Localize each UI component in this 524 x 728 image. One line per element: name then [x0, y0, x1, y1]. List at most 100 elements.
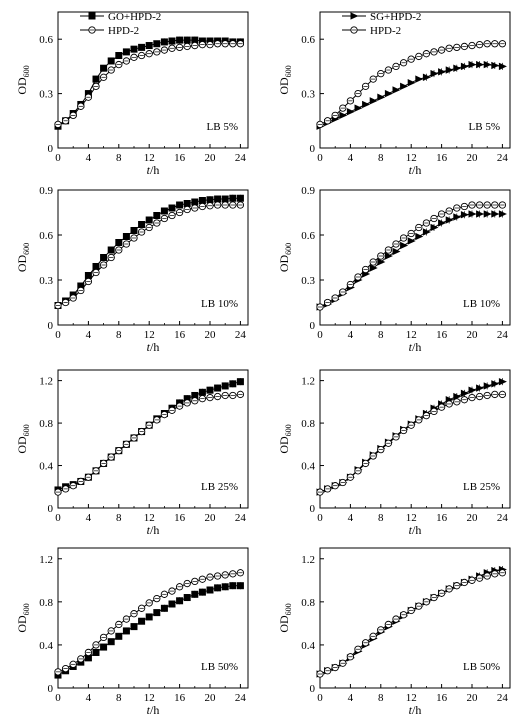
data-point: [498, 378, 507, 386]
legend-label: GO+HPD-2: [108, 11, 161, 23]
data-point: [407, 237, 416, 245]
x-tick-label: 0: [317, 512, 323, 524]
data-point: [198, 388, 206, 396]
x-tick-label: 8: [378, 329, 384, 341]
data-point: [191, 198, 199, 206]
series-sg-hpd-2: [316, 60, 507, 130]
data-point: [168, 37, 176, 45]
data-point: [107, 638, 115, 646]
plot-frame: [319, 11, 511, 149]
data-point: [483, 210, 492, 218]
data-point: [160, 207, 168, 215]
x-tick-label: 20: [205, 152, 217, 164]
series-hpd-2: [54, 40, 245, 129]
data-point: [168, 204, 176, 212]
plot-frame: [57, 11, 249, 149]
x-tick-label: 20: [467, 512, 479, 524]
x-tick-label: 8: [116, 512, 122, 524]
series-line: [319, 572, 503, 675]
series-line: [57, 197, 241, 306]
data-point: [438, 219, 447, 227]
x-tick-label: 8: [378, 512, 384, 524]
data-point: [392, 86, 401, 94]
data-point: [377, 93, 386, 101]
y-tick-label: 0.6: [39, 230, 53, 242]
x-tick-label: 0: [55, 692, 61, 704]
data-point: [453, 213, 462, 221]
data-point: [176, 36, 184, 44]
data-point: [377, 258, 386, 266]
panel-annotation: LB 50%: [201, 661, 238, 673]
data-point: [122, 627, 130, 635]
data-point: [145, 216, 153, 224]
y-tick-label: 0.4: [301, 461, 315, 473]
x-tick-label: 0: [55, 329, 61, 341]
legend-marker: [88, 12, 96, 20]
data-point: [468, 210, 477, 218]
data-point: [183, 200, 191, 208]
plot-frame: [319, 369, 511, 509]
data-point: [476, 384, 485, 392]
data-point: [236, 194, 244, 202]
x-tick-label: 24: [235, 512, 247, 524]
data-point: [107, 57, 115, 65]
x-tick-label: 20: [205, 512, 217, 524]
x-tick-label: 4: [86, 152, 92, 164]
chart-panel-1: 0 4 8 12 16 20 24 0 0.3 0.6 OD600 t/h LB 5% GO+HPD-2 H…: [15, 11, 249, 177]
data-point: [122, 233, 130, 241]
x-tick-label: 16: [436, 329, 448, 341]
y-tick-label: 0: [310, 503, 316, 515]
data-point: [138, 617, 146, 625]
chart-panel-8: 0 4 8 12 16 20 24 0 0.4 0.8 1.2 OD600 t/h LB 50%: [277, 547, 511, 717]
data-point: [198, 588, 206, 596]
plot-frame: [57, 189, 249, 326]
y-axis-label: OD600: [15, 424, 31, 453]
x-axis-label: t/h: [409, 523, 422, 537]
x-tick-label: 16: [436, 152, 448, 164]
data-point: [422, 228, 431, 236]
y-tick-label: 0.3: [301, 275, 315, 287]
y-tick-label: 0.4: [39, 461, 53, 473]
data-point: [491, 380, 500, 388]
y-tick-label: 0.8: [301, 418, 315, 430]
data-point: [206, 196, 214, 204]
data-point: [115, 632, 123, 640]
x-tick-label: 20: [467, 692, 479, 704]
data-point: [130, 227, 138, 235]
data-point: [122, 48, 130, 56]
x-tick-label: 8: [116, 152, 122, 164]
x-tick-label: 16: [174, 152, 186, 164]
data-point: [115, 239, 123, 247]
x-tick-label: 12: [144, 692, 155, 704]
data-point: [221, 583, 229, 591]
series-hpd-2: [54, 390, 245, 496]
data-point: [183, 36, 191, 44]
series-line: [319, 204, 503, 308]
x-tick-label: 8: [378, 692, 384, 704]
x-axis-label: t/h: [409, 703, 422, 717]
x-tick-label: 20: [205, 329, 217, 341]
x-tick-label: 16: [436, 692, 448, 704]
x-axis-label: t/h: [409, 163, 422, 177]
legend-label: HPD-2: [370, 25, 401, 37]
data-point: [483, 60, 492, 69]
data-point: [430, 223, 439, 232]
plot-frame: [319, 547, 511, 689]
x-tick-label: 4: [348, 512, 354, 524]
y-tick-label: 1.2: [301, 554, 315, 566]
data-point: [100, 254, 108, 262]
series-hpd-2: [54, 201, 245, 310]
data-point: [415, 75, 424, 83]
data-point: [498, 210, 507, 218]
legend: GO+HPD-2 HPD-2: [80, 11, 161, 37]
x-axis-label: t/h: [147, 340, 160, 354]
x-tick-label: 0: [317, 692, 323, 704]
chart-panel-4: 0 4 8 12 16 20 24 0 0.3 0.6 0.9 OD600 t/h LB 10%: [277, 185, 511, 354]
x-tick-label: 16: [174, 692, 186, 704]
data-point: [214, 584, 222, 592]
x-tick-label: 24: [497, 329, 509, 341]
x-tick-label: 24: [497, 512, 509, 524]
data-point: [138, 43, 146, 51]
x-tick-label: 12: [406, 512, 417, 524]
